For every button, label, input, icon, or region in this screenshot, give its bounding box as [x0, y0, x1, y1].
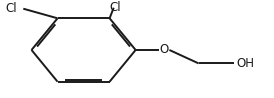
Text: O: O	[160, 44, 169, 56]
Text: OH: OH	[236, 57, 254, 70]
Text: Cl: Cl	[5, 2, 17, 15]
Text: Cl: Cl	[110, 1, 121, 14]
